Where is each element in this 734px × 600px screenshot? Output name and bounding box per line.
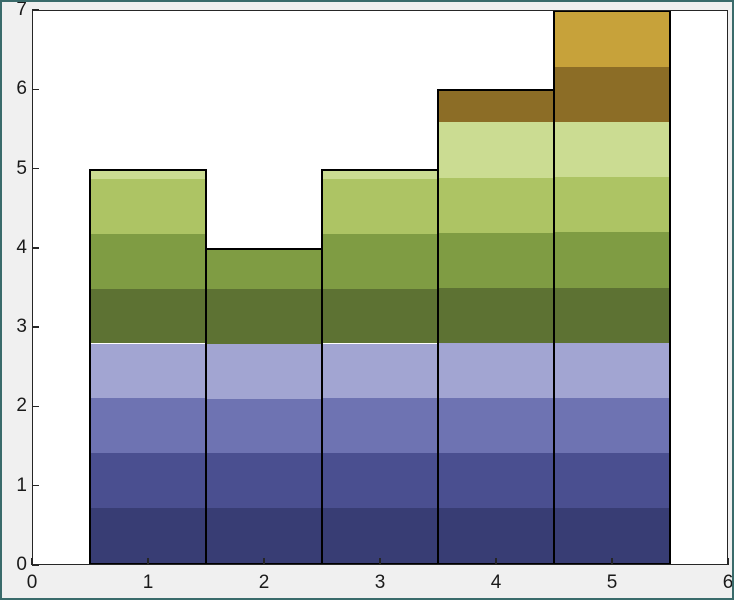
x-tick-label: 1 [142, 572, 154, 593]
bar-segment [207, 343, 321, 399]
bar-segment [323, 453, 437, 509]
bar-segment [91, 453, 205, 509]
bar-segment [439, 177, 553, 233]
bar-segment [555, 452, 669, 508]
plot-area [31, 9, 729, 566]
y-tick [32, 405, 39, 408]
bar-segment [439, 342, 553, 398]
bar-segment [439, 507, 553, 563]
bar-segment [439, 287, 553, 343]
y-tick [32, 9, 39, 11]
bar-segment [555, 232, 669, 288]
bar-segment [323, 233, 437, 289]
y-tick-label: 7 [16, 0, 27, 20]
bar-segment [91, 178, 205, 234]
bar-x3 [321, 169, 439, 565]
bar-segment [207, 398, 321, 454]
y-tick [32, 326, 39, 328]
bar-segment [323, 398, 437, 454]
bar-segment [555, 12, 669, 68]
bar-segment [555, 342, 669, 398]
bar-x5 [553, 10, 671, 565]
bar-segment [439, 122, 553, 178]
y-tick-label: 6 [16, 78, 27, 100]
y-tick-label: 1 [16, 474, 27, 496]
bar-segment [555, 507, 669, 563]
bar-segment [91, 171, 205, 179]
bar-segment [91, 508, 205, 563]
bar-segment [555, 397, 669, 453]
bar-segment [439, 232, 553, 288]
x-tick-label: 0 [26, 572, 38, 593]
bar-segment [439, 397, 553, 453]
y-tick [32, 88, 39, 91]
bar-segment [323, 508, 437, 563]
bar-segment [439, 91, 553, 123]
bar-segment [323, 171, 437, 179]
y-tick [32, 484, 39, 487]
y-tick-label: 3 [16, 316, 27, 338]
x-tick-label: 2 [258, 572, 270, 593]
bar-segment [555, 177, 669, 233]
x-tick-label: 6 [722, 572, 734, 593]
bar-segment [439, 452, 553, 508]
x-tick [495, 558, 497, 565]
bar-segment [207, 289, 321, 344]
bar-segment [323, 178, 437, 234]
x-tick [611, 558, 613, 565]
bar-x2 [205, 248, 323, 565]
bar-segment [555, 67, 669, 123]
bar-segment [207, 250, 321, 290]
bar-segment [91, 398, 205, 454]
y-tick-label: 5 [16, 157, 27, 179]
bar-segment [555, 287, 669, 343]
x-tick [147, 558, 149, 565]
bar-segment [91, 233, 205, 289]
y-tick [32, 167, 39, 170]
x-tick-label: 4 [490, 572, 502, 593]
x-tick [263, 558, 265, 565]
bar-segment [323, 288, 437, 344]
x-tick [379, 558, 381, 565]
x-tick [727, 558, 729, 565]
x-tick-label: 5 [606, 572, 618, 593]
y-tick [32, 564, 39, 566]
y-tick-label: 4 [16, 236, 27, 258]
y-tick-label: 2 [16, 395, 27, 417]
bar-x1 [89, 169, 207, 565]
bar-x4 [437, 89, 555, 565]
bar-segment [555, 122, 669, 178]
bar-segment [91, 343, 205, 399]
bar-segment [323, 343, 437, 399]
y-tick-label: 0 [16, 554, 27, 575]
bar-segment [207, 508, 321, 563]
x-tick-label: 3 [374, 572, 386, 593]
bar-segment [207, 453, 321, 509]
y-tick [32, 247, 39, 249]
bar-segment [91, 288, 205, 344]
